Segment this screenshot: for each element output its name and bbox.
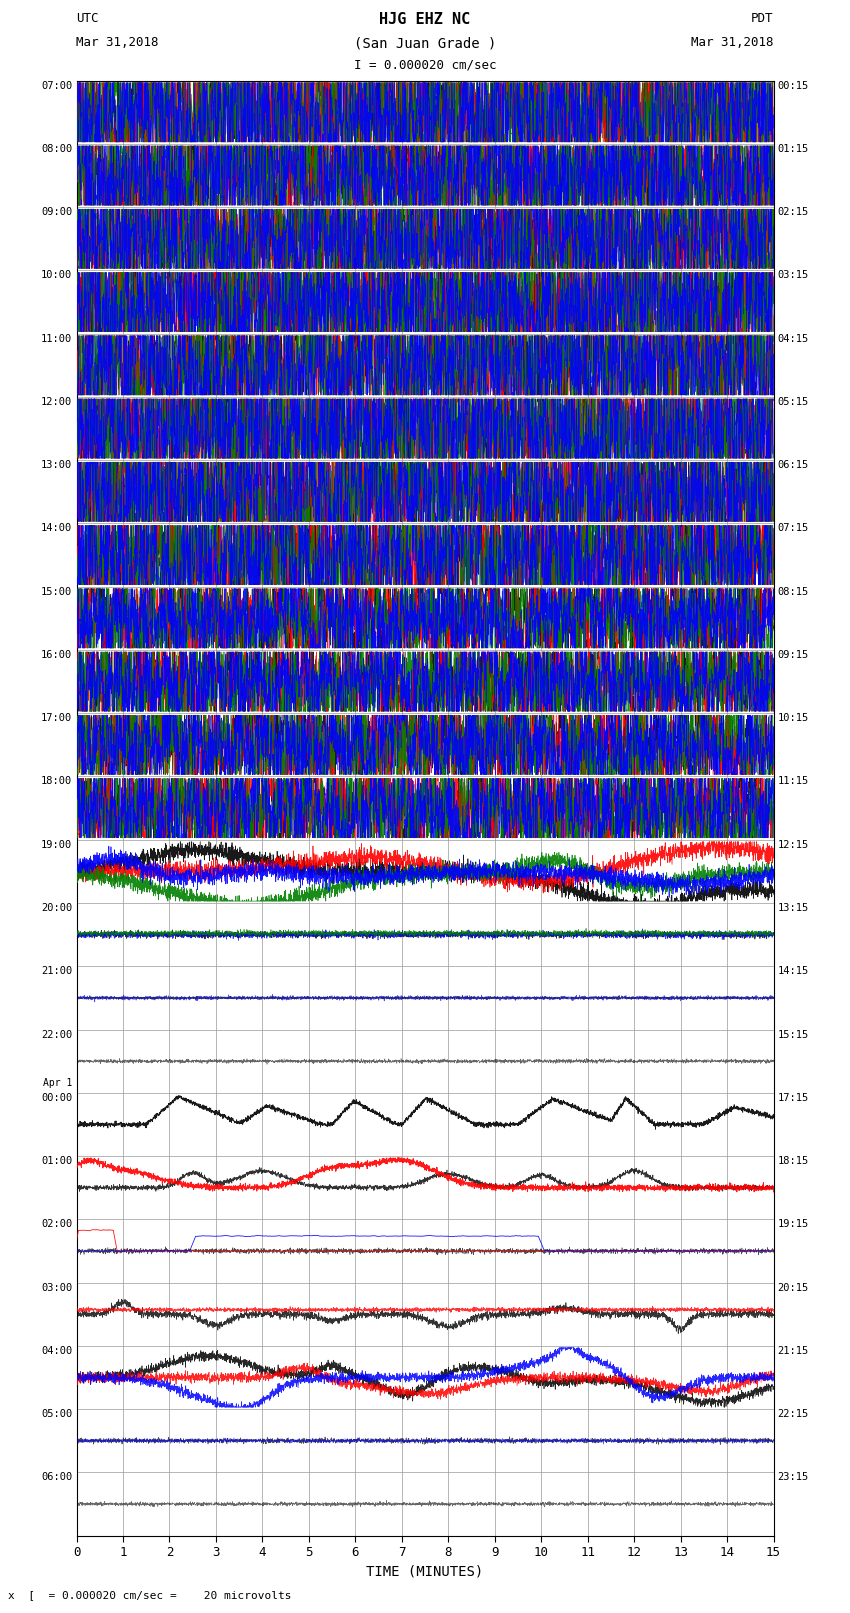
Text: 17:15: 17:15 xyxy=(778,1092,809,1103)
Text: 04:15: 04:15 xyxy=(778,334,809,344)
Text: x  [  = 0.000020 cm/sec =    20 microvolts: x [ = 0.000020 cm/sec = 20 microvolts xyxy=(8,1590,292,1600)
Text: 12:00: 12:00 xyxy=(41,397,72,406)
Text: 10:00: 10:00 xyxy=(41,271,72,281)
Text: 21:15: 21:15 xyxy=(778,1345,809,1357)
Text: 03:15: 03:15 xyxy=(778,271,809,281)
Text: 07:00: 07:00 xyxy=(41,81,72,90)
Text: Mar 31,2018: Mar 31,2018 xyxy=(691,37,774,50)
Text: 19:15: 19:15 xyxy=(778,1219,809,1229)
Text: 14:15: 14:15 xyxy=(778,966,809,976)
Text: 11:00: 11:00 xyxy=(41,334,72,344)
Text: 09:00: 09:00 xyxy=(41,206,72,218)
Text: I = 0.000020 cm/sec: I = 0.000020 cm/sec xyxy=(354,58,496,71)
Text: 05:15: 05:15 xyxy=(778,397,809,406)
Text: 14:00: 14:00 xyxy=(41,524,72,534)
Text: 08:15: 08:15 xyxy=(778,587,809,597)
Text: 06:15: 06:15 xyxy=(778,460,809,471)
Text: 17:00: 17:00 xyxy=(41,713,72,723)
Text: HJG EHZ NC: HJG EHZ NC xyxy=(379,11,471,27)
Text: 08:00: 08:00 xyxy=(41,144,72,153)
Text: 20:15: 20:15 xyxy=(778,1282,809,1292)
Text: 21:00: 21:00 xyxy=(41,966,72,976)
X-axis label: TIME (MINUTES): TIME (MINUTES) xyxy=(366,1565,484,1579)
Text: 03:00: 03:00 xyxy=(41,1282,72,1292)
Text: 10:15: 10:15 xyxy=(778,713,809,723)
Text: Apr 1: Apr 1 xyxy=(42,1077,72,1087)
Text: UTC: UTC xyxy=(76,11,99,26)
Text: (San Juan Grade ): (San Juan Grade ) xyxy=(354,37,496,50)
Text: 00:00: 00:00 xyxy=(41,1092,72,1103)
Text: 01:00: 01:00 xyxy=(41,1157,72,1166)
Text: 20:00: 20:00 xyxy=(41,903,72,913)
Text: Mar 31,2018: Mar 31,2018 xyxy=(76,37,159,50)
Text: 06:00: 06:00 xyxy=(41,1473,72,1482)
Text: 04:00: 04:00 xyxy=(41,1345,72,1357)
Text: 18:15: 18:15 xyxy=(778,1157,809,1166)
Text: PDT: PDT xyxy=(751,11,774,26)
Text: 13:15: 13:15 xyxy=(778,903,809,913)
Text: 00:15: 00:15 xyxy=(778,81,809,90)
Text: 22:00: 22:00 xyxy=(41,1029,72,1039)
Text: 11:15: 11:15 xyxy=(778,776,809,787)
Text: 02:15: 02:15 xyxy=(778,206,809,218)
Text: 01:15: 01:15 xyxy=(778,144,809,153)
Text: 07:15: 07:15 xyxy=(778,524,809,534)
Text: 13:00: 13:00 xyxy=(41,460,72,471)
Text: 15:15: 15:15 xyxy=(778,1029,809,1039)
Text: 02:00: 02:00 xyxy=(41,1219,72,1229)
Text: 23:15: 23:15 xyxy=(778,1473,809,1482)
Text: 05:00: 05:00 xyxy=(41,1410,72,1419)
Text: 16:00: 16:00 xyxy=(41,650,72,660)
Text: 12:15: 12:15 xyxy=(778,840,809,850)
Text: 18:00: 18:00 xyxy=(41,776,72,787)
Text: 19:00: 19:00 xyxy=(41,840,72,850)
Text: 22:15: 22:15 xyxy=(778,1410,809,1419)
Text: 15:00: 15:00 xyxy=(41,587,72,597)
Text: 09:15: 09:15 xyxy=(778,650,809,660)
